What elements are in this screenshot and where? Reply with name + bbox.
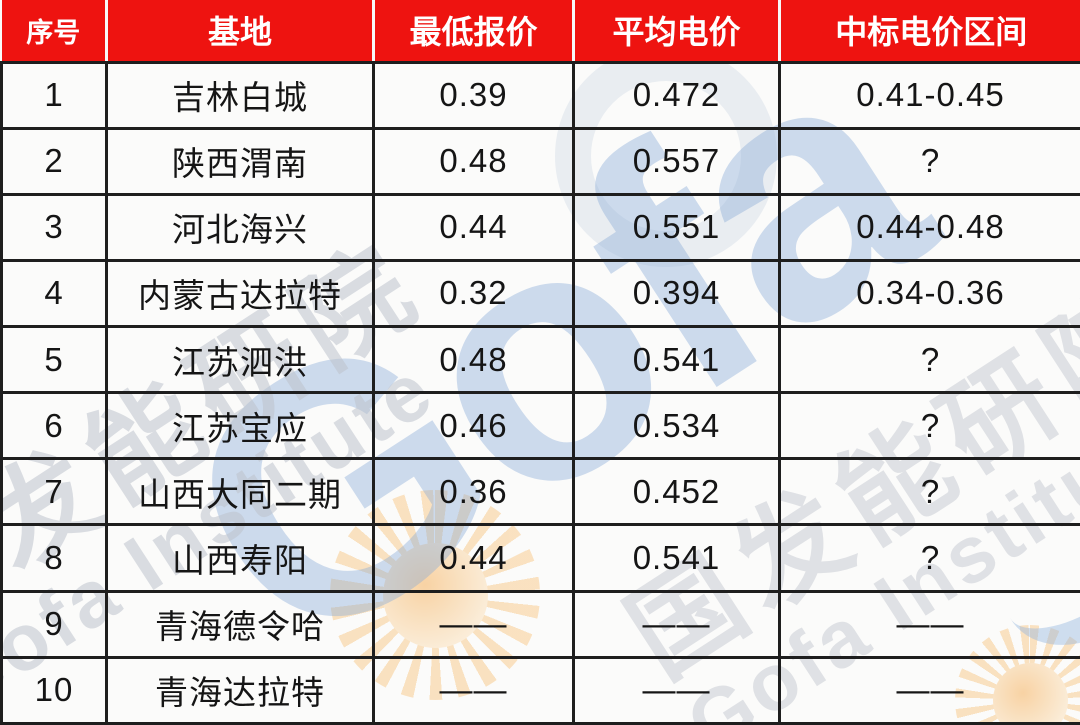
cell-index: 2: [0, 126, 108, 196]
column-header-avg-price: 平均电价: [573, 0, 781, 64]
cell-avg-price: 0.541: [572, 523, 781, 593]
cell-min-bid: 0.48: [372, 325, 575, 395]
table-row: 5 江苏泗洪 0.48 0.541?: [0, 325, 1080, 395]
cell-min-bid: 0.32: [372, 258, 575, 329]
cell-base: 江苏泗洪: [105, 325, 375, 395]
table-row: 10 青海达拉特 —— —— ——: [0, 655, 1080, 725]
column-header-base: 基地: [106, 0, 375, 64]
cell-min-bid: 0.36: [372, 457, 575, 527]
column-header-min-bid: 最低报价: [373, 0, 575, 64]
cell-base: 青海达拉特: [105, 655, 375, 725]
cell-base: 吉林白城: [105, 60, 375, 130]
cell-base: 内蒙古达拉特: [105, 258, 375, 329]
cell-avg-price: 0.394: [572, 258, 781, 329]
cell-avg-price: ——: [572, 655, 781, 725]
cell-min-bid: 0.44: [372, 523, 575, 593]
cell-bid-range: ?: [778, 325, 1080, 395]
cell-bid-range: ——: [778, 589, 1080, 659]
table-row: 3 河北海兴 0.44 0.551 0.44-0.48: [0, 192, 1080, 262]
cell-index: 6: [0, 391, 108, 461]
column-header-index: 序号: [1, 0, 108, 64]
cell-base: 河北海兴: [105, 192, 375, 262]
table-row: 9 青海德令哈 —— —— ——: [0, 589, 1080, 659]
cell-index: 7: [0, 457, 108, 527]
cell-bid-range: ——: [778, 655, 1080, 725]
cell-bid-range: 0.44-0.48: [778, 192, 1080, 262]
cell-min-bid: 0.46: [372, 391, 575, 461]
cell-bid-range: ?: [778, 457, 1080, 527]
cell-avg-price: 0.551: [572, 192, 781, 262]
cell-avg-price: 0.452: [572, 457, 781, 527]
cell-bid-range: ?: [778, 391, 1080, 461]
cell-index: 3: [0, 192, 108, 262]
cell-index: 5: [0, 325, 108, 395]
cell-base: 陕西渭南: [105, 126, 375, 196]
cell-index: 8: [0, 523, 108, 593]
cell-min-bid: 0.39: [372, 60, 575, 130]
cell-bid-range: 0.34-0.36: [778, 258, 1080, 329]
cell-base: 山西大同二期: [105, 457, 375, 527]
cell-avg-price: 0.534: [572, 391, 781, 461]
cell-min-bid: 0.48: [372, 126, 575, 196]
cell-index: 4: [0, 258, 108, 329]
table-row: 2 陕西渭南 0.48 0.557?: [0, 126, 1080, 196]
cell-min-bid: 0.44: [372, 192, 575, 262]
cell-bid-range: ?: [778, 126, 1080, 196]
table-row: 7 山西大同二期 0.36 0.452?: [0, 457, 1080, 527]
cell-avg-price: ——: [572, 589, 781, 659]
cell-base: 青海德令哈: [105, 589, 375, 659]
cell-min-bid: ——: [372, 655, 575, 725]
cell-avg-price: 0.541: [572, 325, 781, 395]
table-body: 1 吉林白城 0.39 0.472 0.41-0.45 2 陕西渭南 0.48 0.557? 3 河…: [0, 60, 1080, 725]
cell-index: 1: [0, 60, 108, 130]
table-row: 4 内蒙古达拉特 0.32 0.394 0.34-0.36: [0, 258, 1080, 329]
cell-avg-price: 0.557: [572, 126, 781, 196]
cell-bid-range: 0.41-0.45: [778, 60, 1080, 130]
table-row: 1 吉林白城 0.39 0.472 0.41-0.45: [0, 60, 1080, 130]
cell-index: 9: [0, 589, 108, 659]
cell-index: 10: [0, 655, 108, 725]
cell-min-bid: ——: [372, 589, 575, 659]
column-header-bid-range: 中标电价区间: [779, 0, 1080, 64]
cell-bid-range: ?: [778, 523, 1080, 593]
cell-avg-price: 0.472: [572, 60, 781, 130]
table-row: 8 山西寿阳 0.44 0.541?: [0, 523, 1080, 593]
cell-base: 江苏宝应: [105, 391, 375, 461]
cell-base: 山西寿阳: [105, 523, 375, 593]
header-row: 序号 基地 最低报价 平均电价 中标电价区间: [1, 0, 1080, 64]
table-row: 6 江苏宝应 0.46 0.534?: [0, 391, 1080, 461]
